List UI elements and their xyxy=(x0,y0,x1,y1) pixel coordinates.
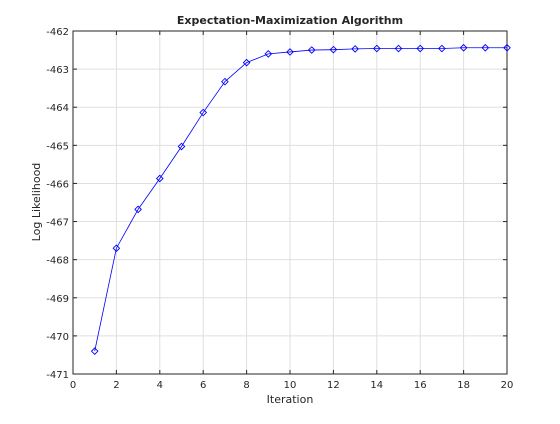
x-tick-label: 6 xyxy=(200,380,206,391)
series-line xyxy=(94,47,507,352)
data-point-marker xyxy=(307,46,316,54)
y-tick-label: -465 xyxy=(46,141,69,152)
data-point-marker xyxy=(351,45,359,53)
data-point-marker xyxy=(329,45,338,54)
data-point-marker xyxy=(503,43,511,52)
data-point-marker xyxy=(372,44,381,53)
series xyxy=(90,43,511,355)
axis-ticks: 0 2 4 6 8 10 12 14 16 18 20 -471 -470 -469 -468 -467 -46… xyxy=(46,27,513,391)
data-point-marker xyxy=(264,50,273,58)
grid xyxy=(72,30,508,375)
y-tick-label: -471 xyxy=(46,370,69,381)
x-tick-label: 0 xyxy=(70,380,76,391)
y-tick-label: -470 xyxy=(46,332,69,343)
x-tick-label: 10 xyxy=(284,380,297,391)
y-tick-label: -467 xyxy=(46,218,69,229)
x-axis-label: Iteration xyxy=(267,393,314,406)
x-tick-label: 8 xyxy=(243,380,249,391)
y-tick-label: -469 xyxy=(46,294,69,305)
data-point-marker xyxy=(155,174,164,183)
x-tick-label: 18 xyxy=(457,380,470,391)
x-tick-label: 4 xyxy=(157,380,163,391)
y-tick-label: -466 xyxy=(46,179,69,190)
y-tick-label: -463 xyxy=(46,65,69,76)
y-tick-label: -464 xyxy=(46,103,69,114)
data-point-marker xyxy=(286,48,294,56)
x-tick-label: 2 xyxy=(113,380,119,391)
x-tick-label: 16 xyxy=(414,380,427,391)
data-point-marker xyxy=(242,58,251,67)
data-point-marker xyxy=(90,347,99,355)
data-point-marker xyxy=(459,43,468,52)
data-point-marker xyxy=(177,142,186,151)
y-tick-label: -468 xyxy=(46,256,69,267)
x-tick-label: 20 xyxy=(501,380,514,391)
data-point-marker xyxy=(221,77,229,86)
data-point-marker xyxy=(394,44,403,53)
data-point-marker xyxy=(199,108,208,117)
y-axis-label: Log Likelihood xyxy=(30,163,43,242)
y-tick-label: -462 xyxy=(46,27,69,38)
x-tick-label: 14 xyxy=(370,380,383,391)
data-point-marker xyxy=(112,244,121,253)
x-tick-label: 12 xyxy=(327,380,340,391)
data-point-marker xyxy=(481,43,490,52)
data-point-marker xyxy=(134,205,142,214)
chart-title: Expectation-Maximization Algorithm xyxy=(177,14,403,27)
data-point-marker xyxy=(438,44,446,53)
data-point-marker xyxy=(416,44,425,53)
